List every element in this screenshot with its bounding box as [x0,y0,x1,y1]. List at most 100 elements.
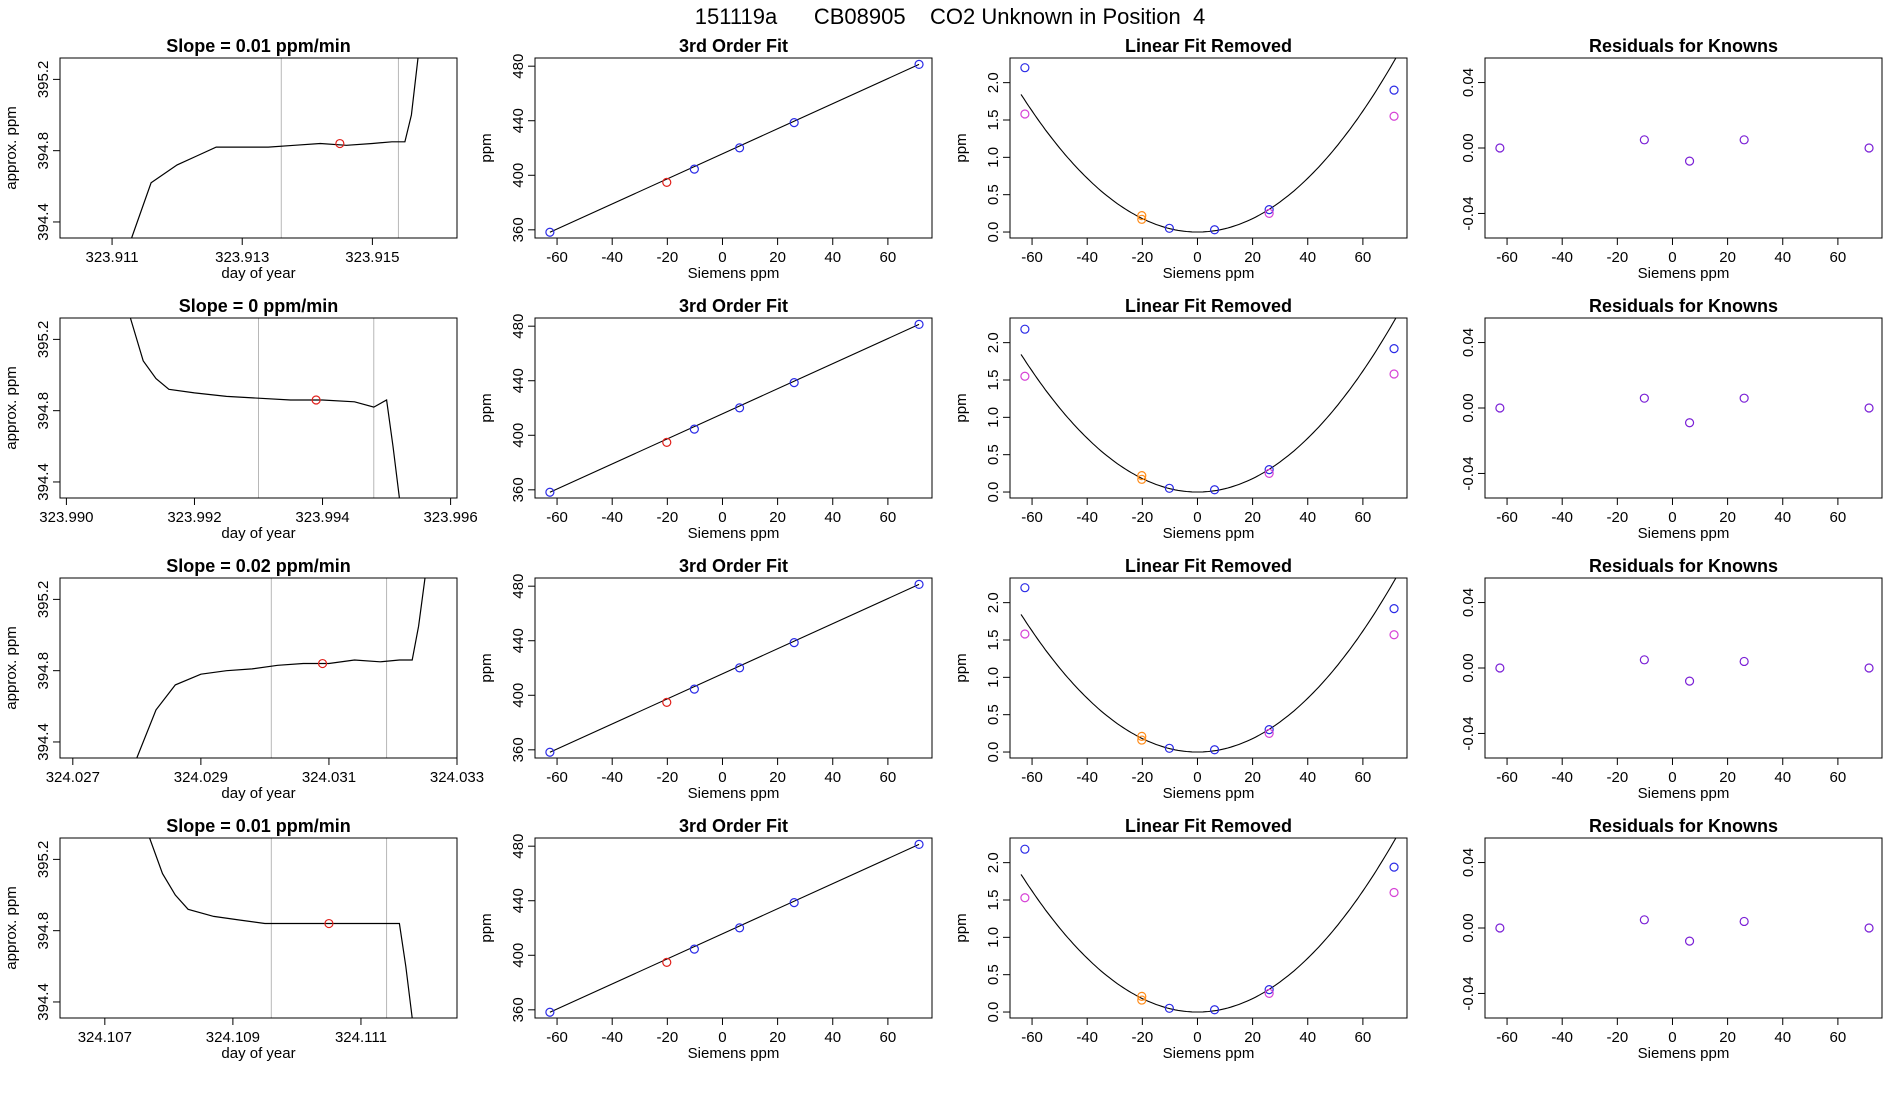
y-tick-label: 0.04 [1460,588,1477,617]
y-tick-label: 394.4 [35,203,52,241]
x-axis-label: day of year [221,785,295,802]
chart-r3-trace: Slope = 0.02 ppm/min 324.027 324.029 324.03… [3,556,484,802]
data-point-unknown [311,395,321,405]
x-tick-label: -60 [1496,509,1518,526]
data-point [689,684,699,694]
y-tick-label: 2.0 [985,592,1002,613]
x-tick-label: -60 [1021,509,1043,526]
x-tick-label: 323.915 [345,249,399,266]
y-tick-label: 440 [510,888,527,913]
y-tick-label: 400 [510,943,527,968]
chart-r4-fit: 3rd Order Fit -60 -40 -20 0 20 40 60 360 400 440 48… [478,816,933,1062]
data-point [789,118,799,128]
x-tick-label: 40 [824,769,841,786]
data-point [545,227,555,237]
plot-area [1495,135,1874,166]
x-axis-label: day of year [221,525,295,542]
plot-frame [1484,837,1883,1019]
data-point [1389,630,1399,640]
data-point [1137,991,1147,1001]
y-tick-label: 1.0 [985,927,1002,948]
data-point [1639,393,1649,403]
y-tick-label: -0.04 [1460,716,1477,750]
chart-title: 3rd Order Fit [679,36,788,56]
y-tick-label: 394.4 [35,723,52,761]
y-axis-label: ppm [953,393,970,422]
plot-area [545,579,924,757]
x-tick-label: 20 [1244,249,1261,266]
x-tick-label: -60 [1496,769,1518,786]
x-tick-label: 40 [1774,249,1791,266]
data-point [1209,745,1220,755]
x-tick-label: 324.029 [174,769,228,786]
data-point [1137,210,1147,221]
plot-area [1020,58,1399,235]
y-axis-label: approx. ppm [3,366,20,449]
data-point [662,177,672,187]
y-axis-label: ppm [478,653,495,682]
data-point [1864,403,1874,413]
y-tick-label: -0.04 [1460,456,1477,490]
y-tick-label: 440 [510,628,527,653]
chart-title: Slope = 0.01 ppm/min [166,816,351,836]
x-tick-label: -40 [1551,1029,1573,1046]
data-point [662,437,672,447]
x-axis-label: day of year [221,265,295,282]
x-tick-label: -20 [656,249,678,266]
data-point [734,143,745,153]
data-point [1020,844,1030,854]
x-tick-label: -40 [601,1029,623,1046]
x-tick-label: -20 [1606,249,1628,266]
plot-frame [534,317,933,499]
y-tick-label: 480 [510,834,527,859]
data-point [1264,725,1274,735]
series-line [149,838,413,1018]
x-tick-label: -20 [656,509,678,526]
x-tick-label: -20 [656,1029,678,1046]
data-point [1639,135,1649,145]
chart-r3-lin: Linear Fit Removed -60 -40 -20 0 20 40 60 0.0 0.5… [953,556,1408,802]
x-tick-label: 60 [880,509,897,526]
x-tick-label: -60 [546,249,568,266]
data-point [1684,676,1695,686]
x-tick-label: 0 [1193,509,1201,526]
x-tick-label: 60 [880,769,897,786]
data-point [1389,85,1399,95]
chart-title: Linear Fit Removed [1125,816,1292,836]
chart-r2-res: Residuals for Knowns -60 -40 -20 0 20 40 60 -0.0… [1460,296,1883,542]
x-tick-label: 20 [769,249,786,266]
x-tick-label: 60 [1355,769,1372,786]
x-tick-label: 60 [1355,249,1372,266]
x-tick-label: -20 [1131,509,1153,526]
y-axis-label: approx. ppm [3,106,20,189]
x-tick-label: -20 [1606,1029,1628,1046]
data-point [1164,483,1174,493]
data-point [1495,923,1505,933]
data-point-unknown [335,138,345,149]
data-point [1739,656,1749,667]
series-line [136,578,426,758]
data-point [1137,735,1147,745]
x-tick-label: 324.107 [78,1029,132,1046]
chart-title: 3rd Order Fit [679,816,788,836]
data-point [914,59,924,70]
data-point [789,638,799,648]
x-tick-label: 20 [769,769,786,786]
y-axis-label: approx. ppm [3,886,20,969]
data-point [734,923,745,933]
x-tick-label: 323.996 [423,509,477,526]
y-tick-label: -0.04 [1460,976,1477,1010]
x-tick-label: 60 [880,1029,897,1046]
plot-area [1495,655,1874,686]
data-point [1020,324,1030,334]
data-point [1389,369,1399,379]
plot-frame [59,837,458,1019]
x-tick-label: -40 [1076,1029,1098,1046]
x-tick-label: 20 [769,1029,786,1046]
x-tick-label: 324.033 [430,769,484,786]
data-point [1684,936,1695,946]
x-tick-label: 40 [1774,509,1791,526]
plot-area [149,838,413,1018]
x-axis-label: Siemens ppm [688,1045,780,1062]
x-tick-label: -60 [1496,1029,1518,1046]
